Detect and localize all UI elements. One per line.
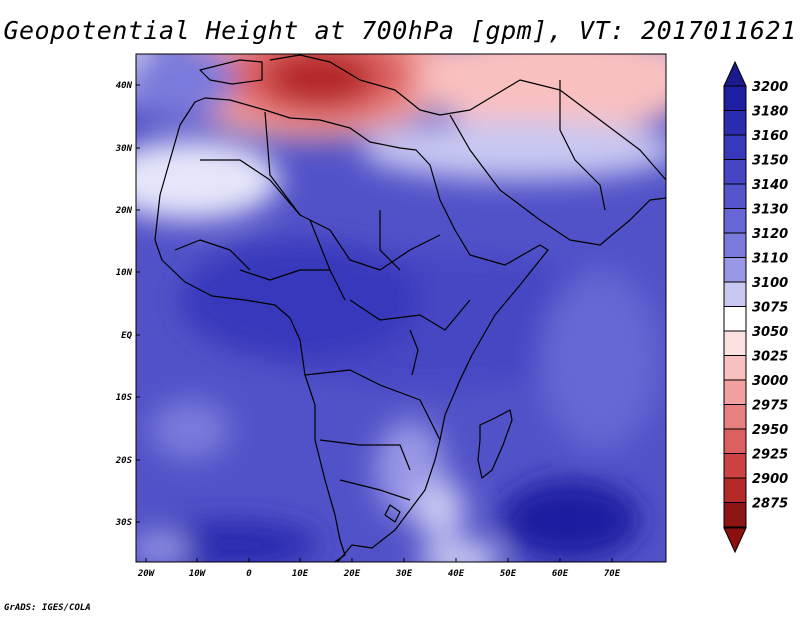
colorbar-swatch xyxy=(723,379,747,405)
colorbar-level-label: 3100 xyxy=(752,276,788,291)
colorbar-level-label: 2950 xyxy=(752,423,788,438)
lon-tick-label: 0 xyxy=(246,569,252,579)
colorbar-swatch xyxy=(723,85,747,111)
colorbar-level-label: 3160 xyxy=(752,129,788,144)
colorbar-level-label: 3120 xyxy=(752,227,788,242)
colorbar-level-label: 3130 xyxy=(752,203,788,218)
map-panel xyxy=(136,54,666,562)
lat-tick-label: 10S xyxy=(116,393,133,403)
colorbar-swatch xyxy=(723,428,747,454)
map-title: Geopotential Height at 700hPa [gpm], VT:… xyxy=(3,16,797,45)
colorbar-swatch xyxy=(723,208,747,234)
colorbar-level-label: 3000 xyxy=(752,374,788,389)
lon-tick-label: 20E xyxy=(343,569,361,579)
colorbar-level-label: 2925 xyxy=(752,448,788,463)
lon-tick-label: 40E xyxy=(448,569,465,579)
colorbar-swatch xyxy=(723,183,747,209)
lon-tick-label: 60E xyxy=(552,569,569,579)
colorbar-swatch xyxy=(723,134,747,160)
lat-tick-label: EQ xyxy=(121,331,132,341)
colorbar-swatch xyxy=(723,232,747,258)
colorbar-swatch xyxy=(723,281,747,307)
colorbar-swatch xyxy=(723,110,747,136)
colorbar-swatch xyxy=(723,306,747,332)
lat-tick-label: 10N xyxy=(116,268,133,278)
colorbar-level-label: 2975 xyxy=(752,399,788,414)
lon-tick-label: 20W xyxy=(137,569,156,579)
lon-tick-label: 10E xyxy=(292,569,309,579)
colorbar: 3200 3180 3160 3150 3140 3130 3120 3110 3100 3075… xyxy=(723,60,788,554)
colorbar-level-label: 3075 xyxy=(752,301,788,316)
lat-tick-label: 30N xyxy=(115,144,133,154)
colorbar-swatch xyxy=(723,502,747,528)
lat-tick-label: 20N xyxy=(115,206,133,216)
colorbar-swatch xyxy=(723,355,747,381)
colorbar-bottom-arrow xyxy=(723,527,747,554)
map-frame xyxy=(135,53,667,563)
lon-axis: 20W 10W 0 10E 20E 30E 40E 50E 60E 70E xyxy=(137,558,621,579)
colorbar-level-label: 3025 xyxy=(752,350,788,365)
lon-tick-label: 10W xyxy=(189,569,207,579)
colorbar-top-arrow xyxy=(723,60,747,87)
colorbar-level-label: 3180 xyxy=(752,105,788,120)
colorbar-level-label: 3200 xyxy=(752,80,788,95)
colorbar-swatch xyxy=(723,257,747,283)
colorbar-swatch xyxy=(723,477,747,503)
lat-tick-label: 20S xyxy=(115,456,133,466)
lon-tick-label: 70E xyxy=(604,569,621,579)
colorbar-swatch xyxy=(723,453,747,479)
colorbar-swatch xyxy=(723,330,747,356)
colorbar-level-label: 2900 xyxy=(752,472,788,487)
lon-tick-label: 50E xyxy=(500,569,517,579)
lat-axis: 40N 30N 20N 10N EQ 10S 20S 30S xyxy=(115,81,140,528)
grads-credit: GrADS: IGES/COLA xyxy=(4,603,91,613)
colorbar-swatch xyxy=(723,159,747,185)
lat-tick-label: 30S xyxy=(115,518,133,528)
coastlines xyxy=(154,54,666,562)
colorbar-level-label: 3150 xyxy=(752,154,788,169)
colorbar-level-label: 3110 xyxy=(752,252,788,267)
colorbar-level-label: 2875 xyxy=(752,497,788,512)
colorbar-level-label: 3140 xyxy=(752,178,788,193)
colorbar-level-label: 3050 xyxy=(752,325,788,340)
lon-tick-label: 30E xyxy=(395,569,413,579)
colorbar-swatch xyxy=(723,404,747,430)
lat-tick-label: 40N xyxy=(116,81,133,91)
